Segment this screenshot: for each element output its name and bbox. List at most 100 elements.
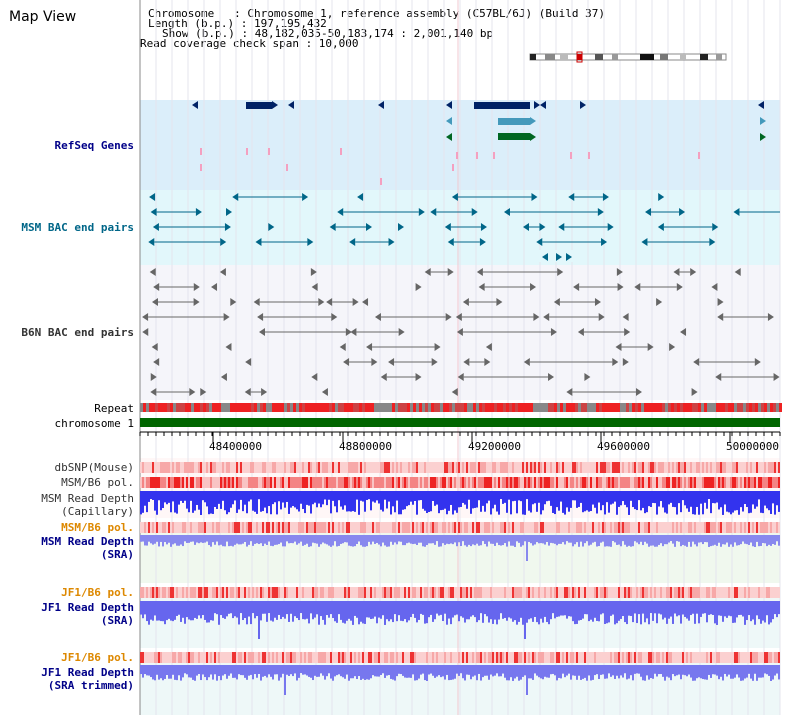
jf1-b6-pol-cell: [748, 652, 750, 663]
track-label-msm-b6-pol-1[interactable]: MSM/B6 pol.: [61, 476, 134, 489]
msm-b6-pol-cell: [690, 477, 692, 488]
jf1-b6-pol-cell: [678, 587, 680, 598]
jf1-sra-depth-bar: [230, 601, 232, 614]
msm-b6-pol-cell: [740, 477, 742, 488]
jf1-b6-pol-cell: [292, 587, 294, 598]
msm-capillary-depth-bar: [332, 491, 334, 501]
jf1-trim-depth-bar: [258, 665, 260, 674]
ideogram-band: [545, 54, 555, 60]
jf1-b6-pol-cell: [146, 587, 148, 598]
jf1-b6-pol-cell: [392, 587, 394, 598]
dbsnp-cell: [182, 462, 184, 473]
msm-b6-pol-cell: [464, 522, 466, 533]
dbsnp-cell: [458, 462, 460, 473]
msm-b6-pol-cell: [326, 477, 328, 488]
jf1-trim-depth-bar: [564, 665, 566, 678]
track-label-jf1-depth-sra[interactable]: JF1 Read Depth (SRA): [41, 601, 134, 627]
msm-b6-pol-cell: [632, 522, 634, 533]
msm-b6-pol-cell: [712, 522, 714, 533]
msm-b6-pol-cell: [612, 522, 614, 533]
msm-b6-pol-cell: [294, 522, 296, 533]
repeat-segment: [326, 403, 329, 412]
jf1-sra-depth-bar: [538, 601, 540, 625]
track-label-msm-depth-capillary[interactable]: MSM Read Depth (Capillary): [41, 492, 134, 518]
msm-capillary-depth-bar: [610, 491, 612, 505]
jf1-b6-pol-cell: [414, 652, 416, 663]
jf1-trim-depth-bar: [176, 665, 178, 681]
msm-b6-pol-cell: [360, 522, 362, 533]
jf1-trim-depth-bar: [202, 665, 204, 675]
dbsnp-cell: [670, 462, 672, 473]
dbsnp-cell: [340, 462, 342, 473]
dbsnp-cell: [176, 462, 178, 473]
msm-b6-pol-cell: [488, 522, 490, 533]
repeat-segment: [377, 403, 380, 412]
jf1-sra-depth-bar: [640, 601, 642, 625]
repeat-segment: [410, 403, 413, 412]
b6n-bac-end: [150, 388, 157, 396]
msm-sra-depth-bar: [632, 535, 634, 547]
dbsnp-cell: [464, 462, 466, 473]
track-label-msm-bac[interactable]: MSM BAC end pairs: [21, 221, 134, 234]
repeat-segment: [239, 403, 242, 412]
msm-capillary-depth-bar: [690, 491, 692, 507]
jf1-trim-depth-bar: [396, 665, 398, 677]
track-label-dbsnp[interactable]: dbSNP(Mouse): [54, 461, 134, 474]
ideogram-band: [530, 54, 536, 60]
jf1-b6-pol-cell: [640, 652, 642, 663]
track-label-msm-depth-sra[interactable]: MSM Read Depth (SRA): [41, 535, 134, 561]
msm-b6-pol-cell: [492, 522, 494, 533]
jf1-sra-depth-bar: [440, 601, 442, 615]
jf1-b6-pol-cell: [692, 587, 694, 598]
jf1-sra-depth-bar: [290, 601, 292, 614]
jf1-sra-depth-bar: [446, 601, 448, 625]
jf1-trim-depth-bar: [466, 665, 468, 675]
jf1-trim-depth-bar: [682, 665, 684, 675]
jf1-trim-depth-bar: [566, 665, 568, 676]
jf1-trim-depth-bar: [142, 665, 144, 678]
dbsnp-cell: [770, 462, 772, 473]
ideogram-band: [700, 54, 708, 60]
track-label-chromosome[interactable]: chromosome 1: [54, 417, 134, 430]
msm-capillary-depth-bar: [600, 491, 602, 511]
track-label-repeat[interactable]: Repeat: [94, 402, 134, 415]
jf1-b6-pol-cell: [462, 652, 464, 663]
jf1-b6-pol-cell: [624, 652, 626, 663]
jf1-b6-pol-cell: [322, 652, 324, 663]
jf1-sra-depth-bar: [558, 601, 560, 617]
msm-sra-depth-bar: [432, 535, 434, 544]
track-label-jf1-b6-pol-2[interactable]: JF1/B6 pol.: [61, 651, 134, 664]
msm-capillary-depth-bar: [186, 491, 188, 509]
jf1-sra-depth-bar: [556, 601, 558, 617]
track-label-msm-b6-pol-2[interactable]: MSM/B6 pol.: [61, 521, 134, 534]
jf1-b6-pol-cell: [386, 587, 388, 598]
msm-b6-pol-cell: [500, 522, 502, 533]
msm-b6-pol-cell: [464, 477, 466, 488]
jf1-sra-depth-bar: [304, 601, 306, 620]
msm-sra-depth-bar: [642, 535, 644, 546]
jf1-b6-pol-cell: [634, 587, 636, 598]
track-label-refseq[interactable]: RefSeq Genes: [54, 139, 134, 152]
msm-capillary-depth-bar: [280, 491, 282, 510]
track-label-jf1-depth-trimmed[interactable]: JF1 Read Depth (SRA trimmed): [41, 666, 134, 692]
track-label-b6n-bac[interactable]: B6N BAC end pairs: [21, 326, 134, 339]
msm-b6-pol-cell: [336, 522, 338, 533]
msm-sra-depth-bar: [660, 535, 662, 544]
track-label-jf1-b6-pol-1[interactable]: JF1/B6 pol.: [61, 586, 134, 599]
msm-b6-pol-cell: [168, 522, 170, 533]
msm-b6-pol-cell: [410, 522, 412, 533]
repeat-segment: [611, 403, 614, 412]
msm-b6-pol-cell: [552, 522, 554, 533]
jf1-trim-depth-bar: [734, 665, 736, 678]
msm-b6-pol-cell: [274, 522, 276, 533]
msm-b6-pol-cell: [740, 522, 742, 533]
jf1-sra-depth-bar: [510, 601, 512, 619]
msm-sra-depth-bar: [752, 535, 754, 547]
msm-capillary-depth-bar: [688, 491, 690, 512]
dbsnp-cell: [174, 462, 176, 473]
jf1-trim-depth-bar: [312, 665, 314, 681]
msm-capillary-depth-bar: [300, 491, 302, 504]
jf1-trim-depth-bar: [562, 665, 564, 674]
repeat-segment: [632, 403, 635, 412]
